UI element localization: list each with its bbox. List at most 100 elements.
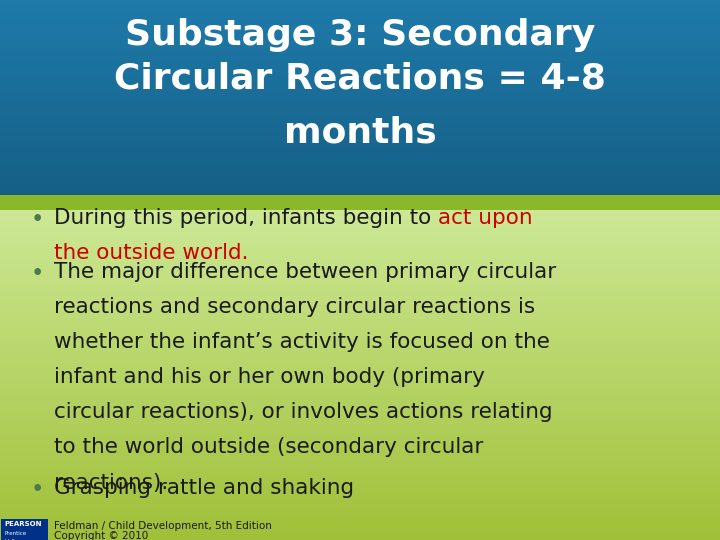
Text: During this period, infants begin to: During this period, infants begin to bbox=[54, 208, 438, 228]
Bar bbox=[0, 93, 720, 96]
Text: circular reactions), or involves actions relating: circular reactions), or involves actions… bbox=[54, 402, 553, 422]
Bar bbox=[0, 350, 720, 355]
Bar bbox=[0, 69, 720, 72]
Bar bbox=[0, 327, 720, 332]
Bar bbox=[0, 427, 720, 431]
Bar bbox=[0, 97, 720, 100]
Bar bbox=[0, 357, 720, 362]
Bar bbox=[0, 450, 720, 454]
Bar bbox=[0, 100, 720, 104]
Text: The major difference between primary circular: The major difference between primary cir… bbox=[54, 262, 557, 282]
Bar bbox=[0, 383, 720, 388]
Bar bbox=[0, 156, 720, 158]
Bar bbox=[0, 387, 720, 392]
Bar bbox=[0, 179, 720, 182]
Text: •: • bbox=[30, 262, 44, 285]
Bar bbox=[0, 77, 720, 80]
Bar bbox=[0, 21, 720, 23]
Bar bbox=[0, 52, 720, 55]
Bar bbox=[0, 165, 720, 168]
Bar bbox=[0, 147, 720, 151]
Bar bbox=[0, 390, 720, 395]
Text: act upon: act upon bbox=[438, 208, 533, 228]
Bar bbox=[0, 75, 720, 78]
Text: Hall: Hall bbox=[4, 539, 15, 540]
Bar bbox=[0, 50, 720, 53]
Bar bbox=[0, 36, 720, 39]
Bar bbox=[0, 56, 720, 59]
Bar bbox=[0, 503, 720, 507]
Bar bbox=[0, 453, 720, 457]
Bar bbox=[0, 85, 720, 88]
Bar bbox=[0, 480, 720, 484]
Bar bbox=[0, 1, 720, 4]
Bar bbox=[0, 153, 720, 157]
Bar bbox=[0, 403, 720, 408]
Bar bbox=[0, 252, 720, 256]
Bar bbox=[0, 318, 720, 322]
Bar bbox=[0, 271, 720, 275]
Bar bbox=[0, 118, 720, 121]
Bar bbox=[0, 268, 720, 272]
Bar bbox=[0, 364, 720, 368]
Bar bbox=[0, 536, 720, 540]
Bar bbox=[0, 71, 720, 75]
Bar bbox=[0, 400, 720, 404]
Bar bbox=[0, 195, 720, 210]
Bar bbox=[0, 89, 720, 92]
Bar bbox=[0, 469, 720, 474]
Bar bbox=[0, 62, 720, 64]
Bar bbox=[0, 30, 720, 33]
Bar bbox=[0, 48, 720, 51]
Text: Circular Reactions = 4-8: Circular Reactions = 4-8 bbox=[114, 62, 606, 95]
Bar bbox=[0, 68, 720, 70]
Bar bbox=[0, 304, 720, 309]
Bar bbox=[0, 9, 720, 12]
Bar bbox=[0, 423, 720, 428]
Bar bbox=[0, 6, 720, 10]
Bar bbox=[0, 221, 720, 226]
Bar bbox=[0, 291, 720, 295]
Bar bbox=[0, 314, 720, 319]
Bar bbox=[0, 476, 720, 481]
Bar bbox=[0, 321, 720, 325]
Bar bbox=[0, 338, 720, 342]
Bar bbox=[0, 255, 720, 259]
Bar bbox=[0, 460, 720, 464]
Bar bbox=[0, 42, 720, 45]
Bar bbox=[0, 397, 720, 401]
Bar bbox=[0, 433, 720, 437]
Bar bbox=[0, 87, 720, 90]
Bar bbox=[0, 258, 720, 262]
Bar bbox=[0, 506, 720, 510]
Bar bbox=[0, 103, 720, 105]
Bar bbox=[0, 529, 720, 534]
Bar bbox=[0, 177, 720, 180]
Text: months: months bbox=[284, 116, 436, 149]
Bar bbox=[0, 261, 720, 266]
Bar bbox=[0, 380, 720, 384]
Bar bbox=[0, 218, 720, 222]
Bar bbox=[0, 28, 720, 31]
Bar bbox=[0, 245, 720, 249]
Bar bbox=[1, 519, 48, 540]
Text: Copyright © 2010: Copyright © 2010 bbox=[54, 531, 148, 540]
Bar bbox=[0, 130, 720, 133]
Bar bbox=[0, 157, 720, 160]
Bar bbox=[0, 65, 720, 69]
Text: Prentice: Prentice bbox=[4, 531, 27, 536]
Bar bbox=[0, 492, 720, 497]
Text: to the world outside (secondary circular: to the world outside (secondary circular bbox=[54, 437, 483, 457]
Bar bbox=[0, 191, 720, 193]
Bar bbox=[0, 486, 720, 490]
Bar bbox=[0, 489, 720, 494]
Bar bbox=[0, 526, 720, 530]
Bar bbox=[0, 188, 720, 192]
Bar bbox=[0, 15, 720, 18]
Bar bbox=[0, 265, 720, 269]
Bar bbox=[0, 106, 720, 110]
Bar bbox=[0, 128, 720, 131]
Bar bbox=[0, 109, 720, 111]
Bar bbox=[0, 3, 720, 6]
Bar bbox=[0, 38, 720, 41]
